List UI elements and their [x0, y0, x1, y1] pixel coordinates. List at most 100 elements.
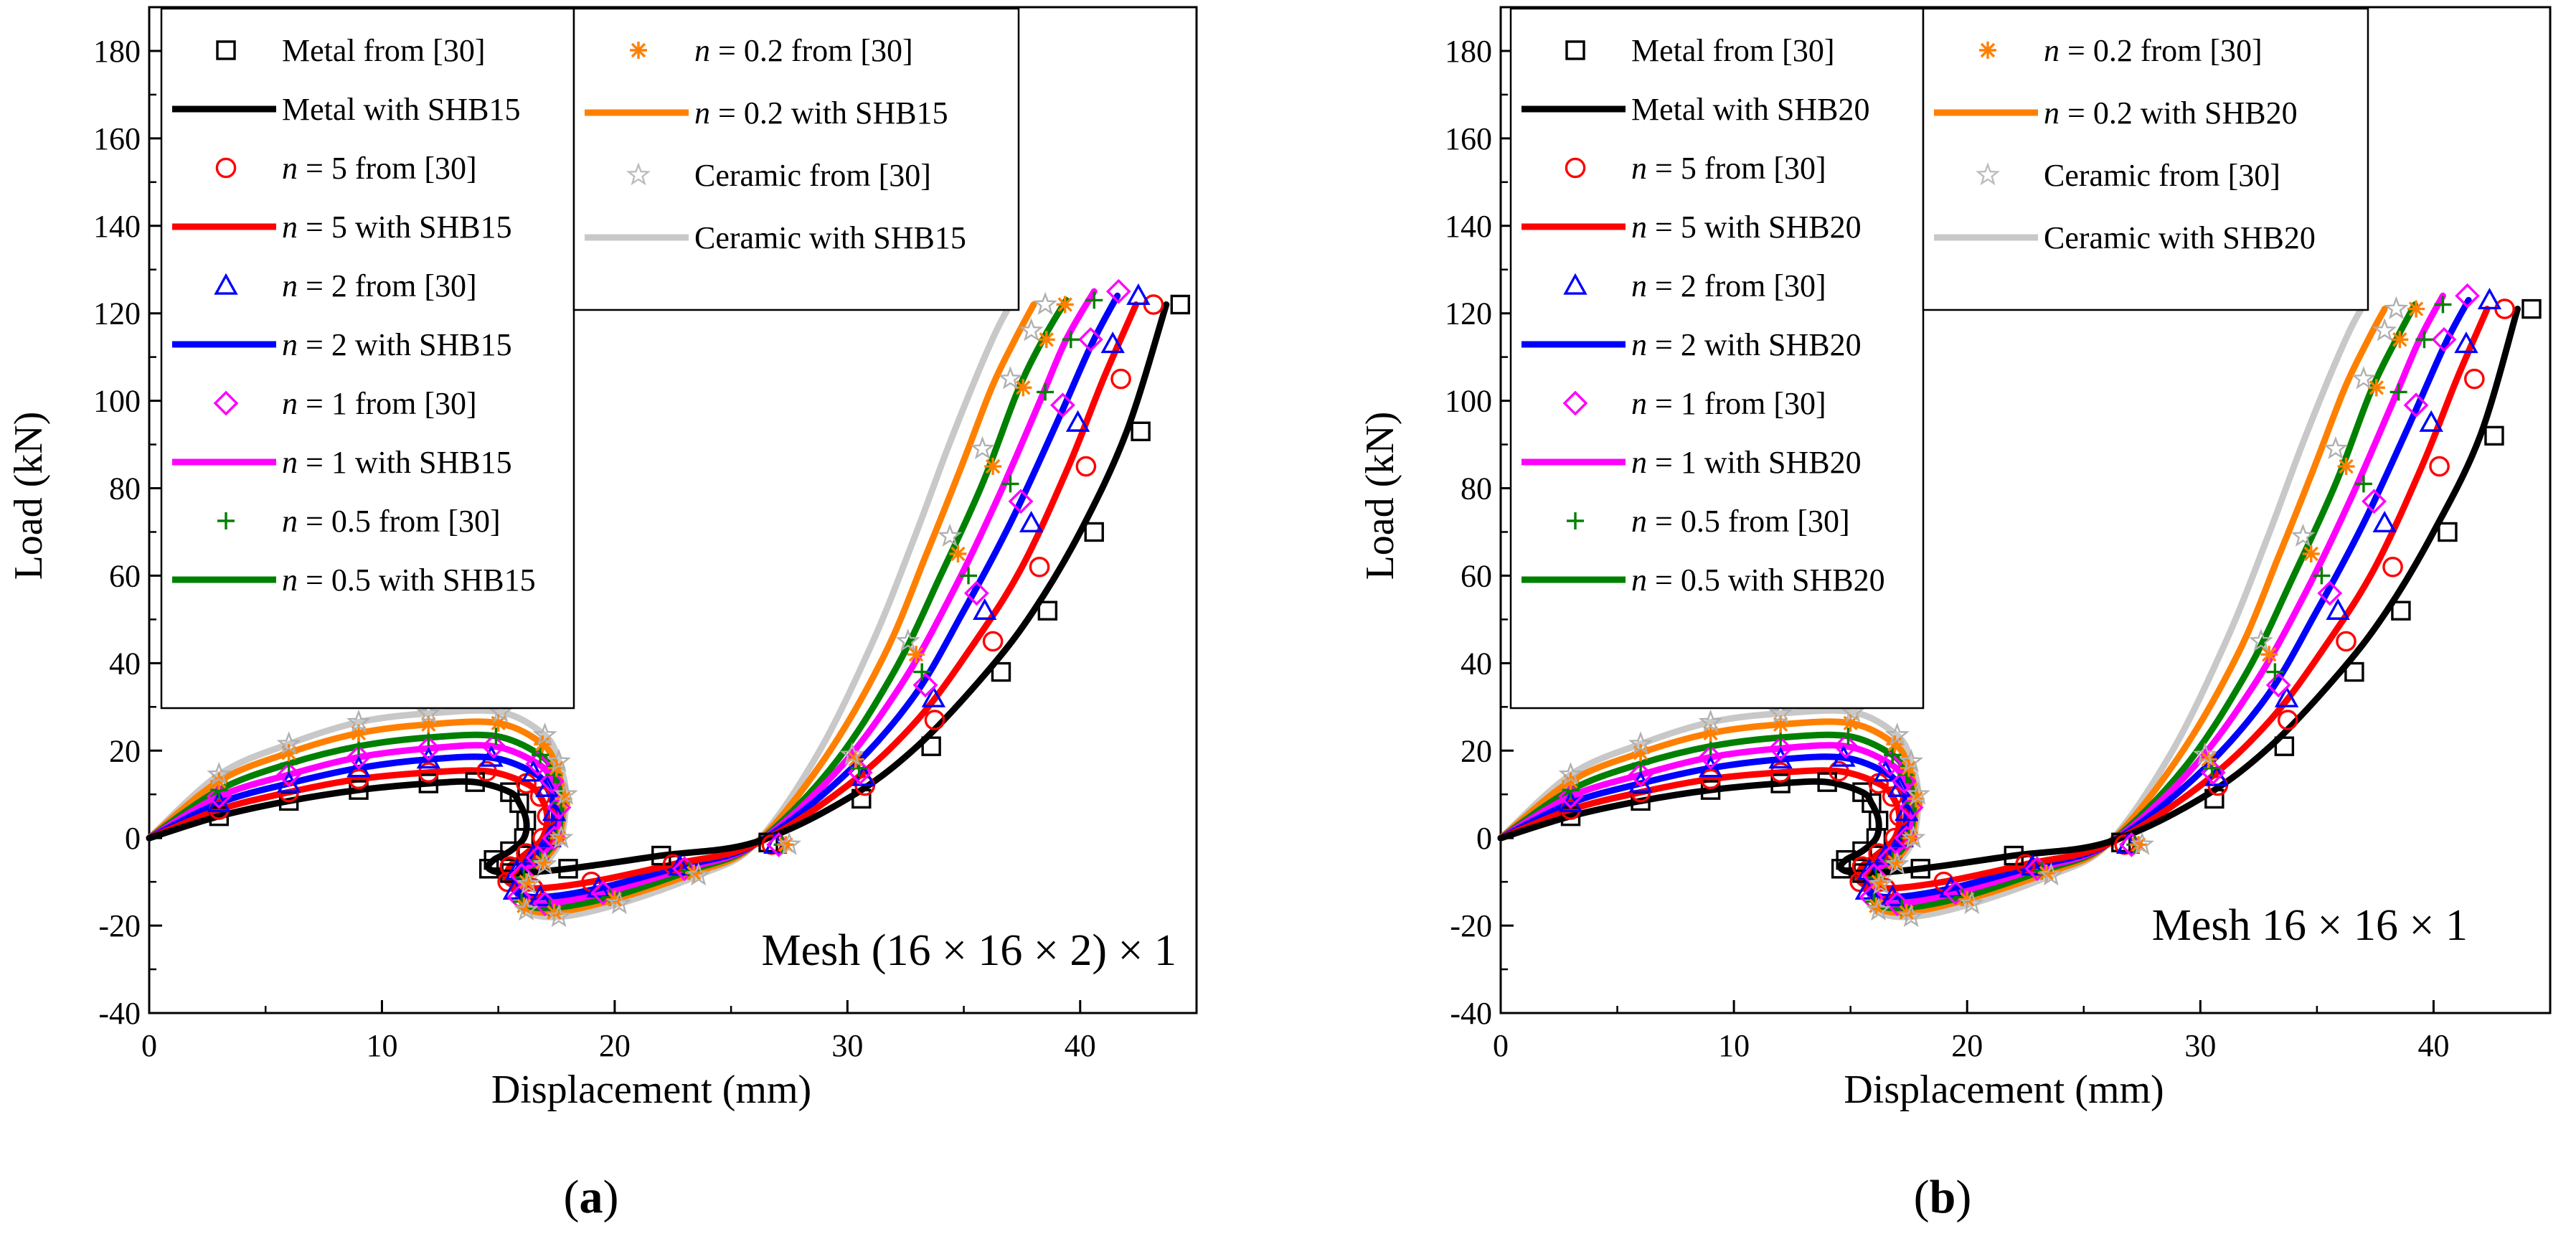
series-marker-6-19	[2290, 523, 2316, 547]
series-marker-3-19	[2317, 580, 2343, 606]
y-tick-label: 120	[93, 296, 141, 331]
y-tick-label: 60	[109, 558, 141, 593]
series-marker-5-20	[2337, 458, 2355, 476]
legend-label-text: = 1 with SHB15	[306, 445, 512, 480]
series-marker-0-22	[2484, 425, 2504, 446]
series-marker-2-3	[1698, 755, 1723, 778]
series-marker-2-12	[502, 878, 527, 900]
legend-var: n	[282, 209, 306, 245]
x-tick-label: 30	[831, 1028, 863, 1063]
series-marker-2-11	[504, 858, 529, 880]
series-marker-5-18	[907, 646, 925, 664]
series-marker-6-12	[514, 897, 539, 921]
series-marker-0-17	[2204, 788, 2224, 809]
legend-label-left-8: n = 0.5 from [30]	[1631, 504, 1850, 539]
legend-var: n	[2044, 33, 2067, 68]
series-marker-1-20	[2382, 556, 2403, 578]
legend-label-left-6: n = 1 from [30]	[282, 386, 477, 421]
series-marker-3-22	[2431, 326, 2457, 352]
series-marker-5-21	[1014, 379, 1032, 397]
series-marker-5-13	[545, 903, 563, 921]
series-marker-0-21	[1084, 522, 1104, 542]
legend-label-left-4: n = 2 from [30]	[1631, 268, 1826, 303]
series-marker-2-6	[521, 760, 546, 782]
series-marker-2-7	[535, 775, 560, 797]
legend-label-left-2: n = 5 from [30]	[282, 151, 477, 186]
series-marker-5-14	[1958, 890, 1976, 908]
series-marker-6-13	[546, 904, 572, 928]
series-marker-2-3	[346, 755, 371, 778]
series-marker-6-21	[2351, 366, 2376, 390]
series-marker-3-23	[2455, 283, 2480, 308]
series-marker-0-12	[1831, 859, 1851, 879]
legend-label-right-1: n = 0.2 with SHB20	[2044, 95, 2298, 131]
legend-var: n	[1631, 562, 1655, 598]
series-marker-3-5	[1833, 733, 1859, 759]
series-marker-3-12	[506, 885, 532, 910]
series-marker-2-12	[1854, 878, 1879, 900]
legend-label-text: = 0.5 with SHB20	[1655, 562, 1885, 598]
chart-panel-b: -40 -20 0 20 40 60 80 100 120 140 160 180 0 10 20 30 40 D…	[1358, 6, 2552, 1223]
series-marker-6-10	[532, 851, 557, 875]
series-marker-4-19	[2313, 567, 2331, 585]
series-marker-6-17	[2192, 742, 2217, 766]
legend-var: n	[1631, 386, 1655, 421]
series-marker-3-23	[1105, 278, 1131, 304]
series-marker-2-13	[1880, 885, 1905, 907]
series-marker-2-5	[1831, 745, 1856, 767]
x-tick-label: 0	[1493, 1028, 1509, 1063]
legend-marker-right-2	[1976, 162, 2000, 186]
series-marker-5-14	[605, 890, 623, 908]
series-marker-5-6	[534, 735, 552, 753]
series-marker-5-10	[534, 853, 552, 871]
series-marker-2-21	[1065, 410, 1090, 432]
y-tick-label: 20	[109, 733, 141, 768]
mesh-annotation: Mesh 16 × 16 × 1	[2152, 901, 2468, 950]
series-marker-6-3	[1698, 709, 1723, 733]
series-marker-5-16	[2130, 836, 2148, 854]
series-marker-1-4	[1770, 762, 1791, 783]
y-axis-title: Load (kN)	[6, 412, 51, 580]
legend-marker-left-6	[213, 390, 239, 416]
legend-var: n	[694, 33, 718, 68]
series-marker-5-2	[1632, 744, 1650, 762]
series-marker-6-10	[1884, 851, 1910, 875]
series-marker-5-19	[949, 545, 967, 562]
legend-marker-right-0	[630, 42, 647, 59]
series-marker-4-20	[2354, 475, 2372, 493]
legend-marker-left-4	[1563, 273, 1587, 295]
series-marker-1-21	[2429, 456, 2450, 477]
legend-var: n	[1631, 268, 1655, 303]
series-marker-2-20	[1019, 510, 1044, 533]
series-marker-3-18	[2265, 672, 2291, 698]
series-marker-0-20	[1037, 600, 1058, 621]
legend-var: n	[282, 562, 306, 598]
series-marker-0-5	[465, 772, 485, 792]
series-marker-1-18	[2277, 710, 2298, 730]
series-marker-6-22	[2372, 318, 2397, 342]
series-marker-6-19	[938, 523, 963, 547]
series-marker-3-4	[415, 735, 441, 761]
series-marker-5-17	[846, 750, 864, 768]
x-tick-label: 20	[1951, 1028, 1983, 1063]
legend-label-text: = 5 from [30]	[1655, 151, 1826, 186]
series-marker-2-23	[2477, 288, 2502, 310]
series-marker-6-8	[553, 781, 578, 805]
series-line-3	[1497, 292, 2446, 908]
legend-marker-left-0	[1565, 40, 1585, 60]
series-marker-1-5	[1829, 760, 1849, 782]
series-marker-2-19	[973, 598, 997, 620]
series-marker-6-2	[276, 731, 301, 755]
legend-var: n	[1631, 445, 1655, 480]
y-tick-label: 160	[1445, 121, 1492, 156]
series-marker-0-5	[1817, 772, 1837, 792]
series-marker-3-22	[1077, 326, 1103, 352]
series-marker-2-8	[542, 799, 567, 821]
legend-label-text: = 0.2 from [30]	[2067, 33, 2263, 68]
y-tick-label: 80	[109, 471, 141, 507]
x-axis-title: Displacement (mm)	[1844, 1068, 2164, 1112]
legend-label-text: = 5 with SHB20	[1655, 209, 1862, 245]
legend-label-left-8: n = 0.5 from [30]	[282, 504, 501, 539]
x-tick-label: 10	[366, 1028, 397, 1063]
